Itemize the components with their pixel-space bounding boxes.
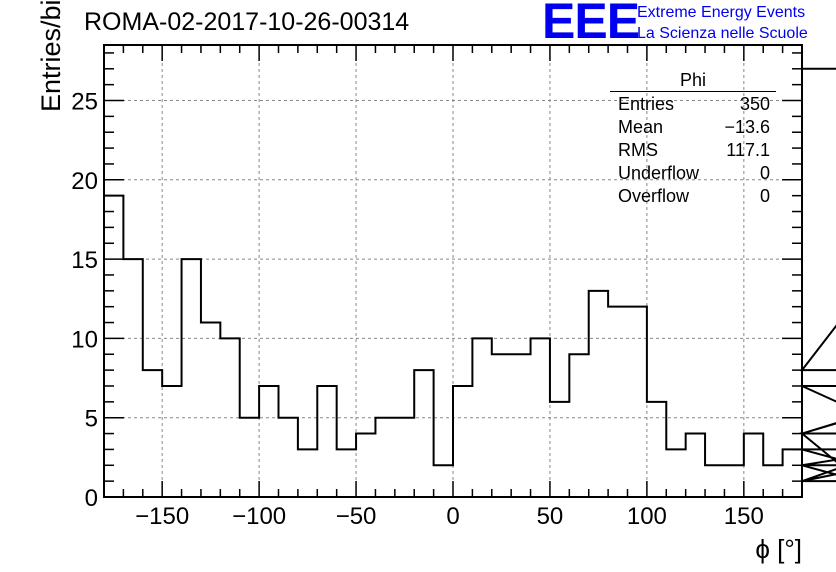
stats-box: Phi Entries 350 Mean −13.6 RMS 117.1 Und… (610, 70, 776, 209)
stats-value: −13.6 (724, 117, 770, 137)
stats-value: 117.1 (726, 140, 770, 160)
histogram-bin (550, 402, 569, 497)
histogram-bin (744, 434, 763, 497)
stats-row-entries: Entries 350 (610, 94, 776, 117)
histogram-bin (724, 465, 743, 497)
histogram-bin (472, 338, 491, 497)
histogram-bin (414, 370, 433, 497)
y-tick-label: 15 (71, 247, 98, 274)
histogram-bin (356, 434, 375, 497)
logo-line-1: Extreme Energy Events (637, 4, 806, 21)
stats-row-underflow: Underflow 0 (610, 163, 776, 186)
histogram-bin (375, 418, 394, 497)
stats-value: 0 (759, 186, 770, 206)
histogram-bin (589, 291, 608, 497)
stats-value: 0 (759, 163, 770, 183)
y-axis-label: Entries/bin (36, 0, 66, 112)
histogram-bin (569, 354, 588, 497)
y-tick-label: 0 (85, 485, 98, 512)
eee-logo-mark: EEE (542, 0, 640, 49)
histogram-bin (240, 418, 259, 497)
histogram-bin (279, 418, 298, 497)
histogram-bin (628, 307, 647, 497)
stats-histogram-name: Phi (610, 70, 776, 92)
axis-ticks (104, 45, 802, 497)
histogram-bin (104, 196, 123, 497)
histogram-outline (104, 67, 836, 483)
x-tick-label: 50 (537, 503, 564, 530)
histogram-bin (220, 338, 239, 497)
stats-label: Entries (618, 94, 675, 114)
histogram-bin (608, 307, 627, 497)
histogram-bin (666, 449, 685, 497)
histogram-bin (182, 259, 201, 497)
stats-label: Underflow (618, 163, 700, 183)
y-tick-label: 20 (71, 168, 98, 195)
histogram-bin (531, 338, 550, 497)
histogram-bin (783, 449, 802, 497)
histogram-bin (453, 386, 472, 497)
histogram-bin (162, 386, 181, 497)
histogram-bin (143, 370, 162, 497)
histogram-bin (511, 354, 530, 497)
histogram-bin (201, 323, 220, 497)
x-tick-label: 100 (627, 503, 667, 530)
histogram-bin (705, 465, 724, 497)
x-tick-label: −100 (232, 503, 286, 530)
stats-value: 350 (739, 94, 770, 114)
y-tick-label: 25 (71, 89, 98, 116)
x-tick-label: −150 (135, 503, 189, 530)
logo-line-2: La Scienza nelle Scuole (637, 25, 808, 42)
y-tick-label: 5 (85, 406, 98, 433)
stats-row-mean: Mean −13.6 (610, 117, 776, 140)
histogram-bin (647, 402, 666, 497)
stats-label: Overflow (618, 186, 690, 206)
stats-label: Mean (618, 117, 664, 137)
stats-label: RMS (618, 140, 658, 160)
y-tick-label: 10 (71, 326, 98, 353)
run-title: ROMA-02-2017-10-26-00314 (84, 8, 410, 36)
histogram-bin (123, 259, 142, 497)
histogram-bin (259, 386, 278, 497)
histogram-bin (686, 434, 705, 497)
stats-row-rms: RMS 117.1 (610, 140, 776, 163)
x-tick-label: 150 (724, 503, 764, 530)
x-axis-label: ϕ [°] (755, 534, 802, 564)
histogram-bin (434, 465, 453, 497)
histogram-bin (337, 449, 356, 497)
tick-labels: −150 −100 −50 0 50 100 150 0 5 10 15 20 25 (71, 89, 764, 530)
histogram-bin (763, 465, 782, 497)
x-tick-label: −50 (336, 503, 377, 530)
histogram-bin (298, 449, 317, 497)
histogram-bin (492, 354, 511, 497)
histogram-bin (317, 386, 336, 497)
x-tick-label: 0 (446, 503, 459, 530)
stats-row-overflow: Overflow 0 (610, 186, 776, 209)
histogram-bin (395, 418, 414, 497)
